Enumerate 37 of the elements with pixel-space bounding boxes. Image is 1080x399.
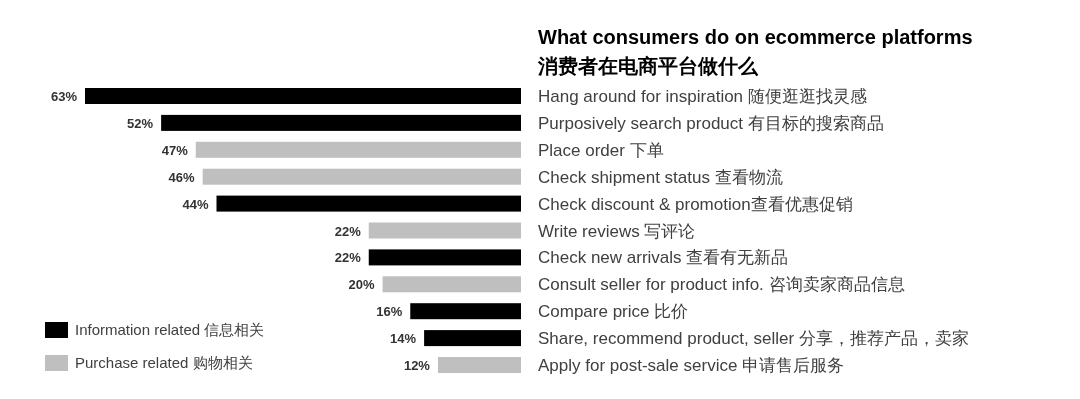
data-label: 44% [182, 196, 209, 212]
y-tick-label: Write reviews 写评论 [538, 221, 696, 241]
data-label: 12% [403, 358, 431, 373]
data-label: 47% [161, 142, 189, 158]
data-label: 46% [168, 169, 196, 185]
y-tick-label: Check discount & promotion查看优惠促销 [538, 194, 853, 214]
bar [85, 88, 521, 104]
y-tick-label: Purposively search product 有目标的搜索商品 [538, 113, 884, 133]
data-label: 20% [348, 277, 376, 293]
bar [437, 357, 521, 373]
bar [424, 330, 521, 347]
y-tick-label: Consult seller for product info. 咨询卖家商品信息 [538, 275, 905, 295]
text: What consumers do on ecommerce platforms [538, 26, 973, 48]
y-tick-label: Apply for post-sale service 申请售后服务 [538, 356, 845, 375]
bar [368, 222, 521, 239]
legend-label: Purchase related 购物相关 [75, 354, 253, 371]
bar [410, 303, 521, 320]
y-tick-label: Compare price 比价 [538, 302, 689, 322]
bar [382, 276, 521, 293]
y-tick-label: Check shipment status 查看物流 [538, 167, 783, 187]
bar [161, 114, 521, 131]
legend-label: Information related 信息相关 [75, 321, 265, 338]
y-tick-label: Hang around for inspiration 随便逛逛找灵感 [538, 87, 867, 106]
data-label: 22% [334, 223, 362, 239]
bar [195, 141, 521, 158]
data-label: 16% [376, 304, 403, 320]
bar [202, 168, 521, 185]
y-tick-label: Share, recommend product, seller 分享，推荐产品，卖家 [538, 329, 969, 349]
text: 消费者在电商平台做什么 [537, 55, 759, 77]
data-label: 63% [50, 89, 78, 104]
y-tick-label: Place order 下单 [538, 140, 664, 160]
data-label: 14% [390, 331, 417, 347]
data-label: 22% [334, 250, 362, 266]
bar [368, 249, 521, 266]
data-label: 52% [127, 115, 154, 131]
bar [216, 195, 521, 212]
y-tick-label: Check new arrivals 查看有无新品 [538, 248, 789, 268]
